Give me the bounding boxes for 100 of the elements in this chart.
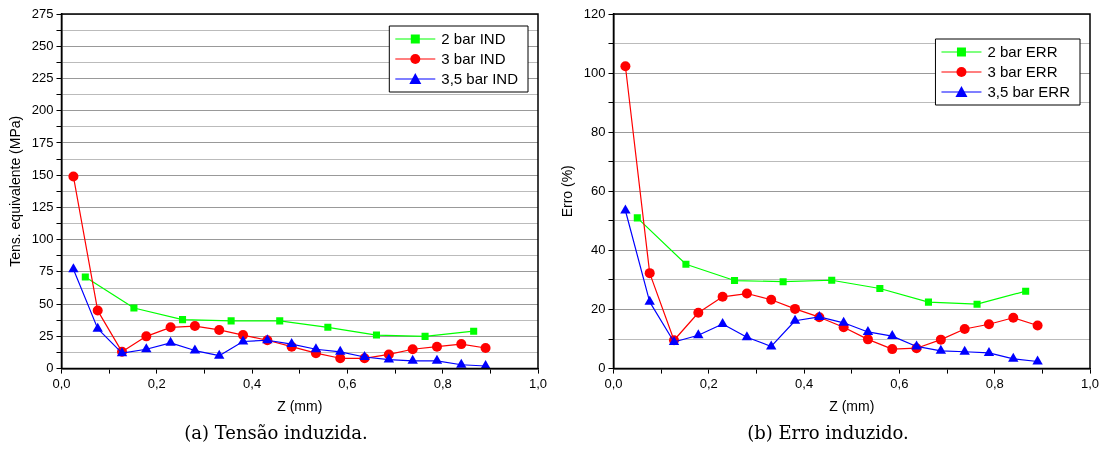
point bbox=[741, 331, 753, 341]
point bbox=[237, 335, 249, 345]
point bbox=[828, 276, 836, 284]
point bbox=[620, 61, 631, 72]
y-tick-label: 25 bbox=[39, 327, 54, 343]
point bbox=[935, 344, 947, 354]
point bbox=[68, 263, 79, 273]
legend-label: 2 bar IND bbox=[441, 30, 506, 48]
point bbox=[456, 358, 467, 368]
y-tick-label: 125 bbox=[31, 199, 54, 214]
point bbox=[335, 345, 346, 355]
x-tick-label: 1,0 bbox=[528, 375, 548, 391]
y-tick-label: 50 bbox=[39, 295, 54, 311]
point bbox=[789, 314, 801, 324]
point bbox=[480, 342, 491, 353]
point bbox=[359, 351, 370, 360]
y-tick-label: 20 bbox=[591, 301, 606, 317]
point bbox=[983, 346, 995, 356]
y-tick-label: 0 bbox=[46, 360, 54, 376]
y-tick-label: 250 bbox=[31, 37, 54, 53]
point bbox=[407, 344, 418, 355]
y-tick-label: 225 bbox=[31, 70, 54, 86]
point bbox=[431, 354, 443, 364]
point bbox=[286, 338, 297, 348]
x-tick-label: 0,4 bbox=[243, 375, 262, 391]
point bbox=[165, 322, 176, 333]
point bbox=[227, 317, 235, 325]
y-tick-label: 120 bbox=[583, 5, 606, 21]
y-tick-label: 100 bbox=[583, 64, 606, 80]
point bbox=[141, 331, 152, 342]
y-tick-label: 200 bbox=[31, 102, 54, 118]
text: (a) Tensão induzida. bbox=[184, 422, 368, 443]
x-tick-label: 0,8 bbox=[433, 375, 452, 391]
point bbox=[633, 214, 641, 222]
point bbox=[741, 288, 752, 299]
text: (b) Erro induzido. bbox=[747, 422, 909, 443]
legend-label: 2 bar ERR bbox=[987, 43, 1058, 61]
point bbox=[730, 277, 739, 285]
point bbox=[876, 284, 884, 293]
y-tick-label: 100 bbox=[31, 231, 54, 247]
point bbox=[92, 322, 103, 332]
legend-label: 3 bar ERR bbox=[987, 63, 1058, 81]
point bbox=[973, 300, 981, 308]
x-tick-label: 0,8 bbox=[985, 375, 1004, 391]
point bbox=[644, 268, 655, 279]
point bbox=[1008, 312, 1019, 323]
x-tick-label: 0,0 bbox=[52, 375, 71, 391]
point bbox=[1022, 287, 1030, 295]
point bbox=[470, 327, 478, 335]
point bbox=[431, 341, 442, 352]
y-tick-label: 275 bbox=[31, 5, 54, 21]
point bbox=[68, 171, 79, 182]
point bbox=[924, 298, 932, 306]
point bbox=[372, 331, 380, 339]
y-tick-label: 40 bbox=[591, 241, 606, 257]
point bbox=[717, 291, 728, 302]
legend-label: 3,5 bar ERR bbox=[987, 83, 1071, 101]
point bbox=[421, 332, 429, 340]
point bbox=[81, 273, 89, 281]
point bbox=[310, 343, 322, 353]
point bbox=[887, 330, 898, 340]
point bbox=[693, 329, 704, 339]
point bbox=[766, 294, 777, 305]
y-tick-label: 175 bbox=[31, 134, 54, 150]
y-tick-label: 60 bbox=[591, 182, 606, 198]
point bbox=[324, 323, 332, 331]
point bbox=[1032, 320, 1043, 331]
point bbox=[130, 304, 138, 312]
point bbox=[214, 349, 225, 359]
point bbox=[862, 334, 873, 345]
point bbox=[92, 305, 103, 316]
x-tick-label: 0,0 bbox=[604, 375, 623, 391]
point bbox=[779, 278, 787, 286]
point bbox=[1008, 352, 1019, 362]
x-tick-label: 0,4 bbox=[795, 375, 814, 391]
point bbox=[189, 344, 201, 354]
point bbox=[276, 317, 284, 325]
point bbox=[456, 339, 467, 350]
x-tick-label: 0,6 bbox=[338, 375, 357, 391]
y-axis-title: Tens. equivalente (MPa) bbox=[7, 115, 24, 267]
x-axis-title: Z (mm) bbox=[277, 398, 323, 415]
point bbox=[214, 324, 225, 335]
x-tick-label: 0,2 bbox=[147, 375, 166, 391]
point bbox=[790, 303, 801, 314]
x-tick-label: 0,6 bbox=[890, 375, 909, 391]
point bbox=[644, 295, 655, 305]
point bbox=[189, 321, 200, 332]
point bbox=[1032, 355, 1043, 365]
point bbox=[383, 353, 395, 363]
point bbox=[862, 325, 874, 335]
y-axis-title: Erro (%) bbox=[559, 165, 576, 218]
point bbox=[620, 204, 631, 214]
legend-label: 3,5 bar IND bbox=[441, 70, 519, 88]
point bbox=[165, 336, 176, 346]
point bbox=[407, 354, 418, 364]
point bbox=[935, 334, 946, 345]
point bbox=[682, 260, 690, 268]
point bbox=[693, 307, 704, 318]
x-tick-label: 0,2 bbox=[699, 375, 718, 391]
point bbox=[178, 316, 187, 324]
